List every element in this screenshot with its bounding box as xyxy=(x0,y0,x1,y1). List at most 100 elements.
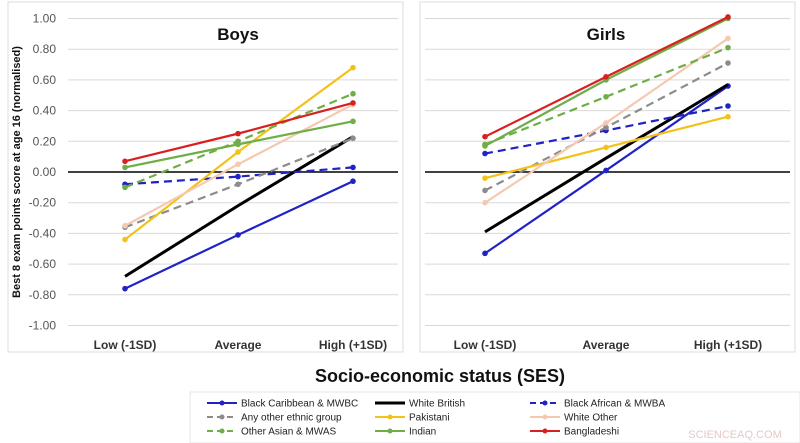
x-tick-label: Average xyxy=(215,338,262,352)
series-black-caribbean-mwbc xyxy=(482,83,731,257)
legend-item: Black Caribbean & MWBC xyxy=(207,399,358,410)
legend-label: Pakistani xyxy=(409,413,450,424)
data-point xyxy=(603,144,609,151)
y-tick-label: 0.80 xyxy=(33,42,57,56)
series-white-british xyxy=(124,135,354,278)
series-any-other-ethnic-group xyxy=(482,60,731,194)
legend-marker xyxy=(219,414,225,420)
data-point xyxy=(350,100,356,106)
x-tick-label: High (+1SD) xyxy=(694,338,762,352)
series-pakistani xyxy=(122,64,356,243)
girls-panel-title: Girls xyxy=(587,25,626,44)
legend-marker xyxy=(219,428,225,434)
y-tick-label: 0.60 xyxy=(33,73,57,87)
data-point xyxy=(350,135,356,142)
data-point xyxy=(350,64,356,71)
data-point xyxy=(122,184,128,191)
legend-marker xyxy=(387,414,393,420)
data-point xyxy=(122,236,128,243)
legend-item: Indian xyxy=(375,427,436,438)
data-point xyxy=(725,113,731,120)
x-axis-label: Socio-economic status (SES) xyxy=(315,366,565,386)
data-point xyxy=(122,158,128,165)
data-point xyxy=(350,90,356,97)
data-point xyxy=(235,141,241,148)
legend-label: Black African & MWBA xyxy=(564,399,665,410)
legend-item: Other Asian & MWAS xyxy=(207,427,337,438)
data-point xyxy=(235,232,241,238)
data-point xyxy=(235,130,241,137)
boys-panel-frame xyxy=(7,1,404,353)
x-tick-label: Average xyxy=(583,338,630,352)
legend-label: White British xyxy=(409,399,465,410)
legend-item: Bangladeshi xyxy=(530,427,619,438)
data-point xyxy=(603,93,609,100)
series-bangladeshi xyxy=(482,14,731,140)
x-tick-label: Low (-1SD) xyxy=(454,338,517,352)
data-point xyxy=(482,187,488,194)
legend-marker xyxy=(387,428,393,434)
legend-label: Other Asian & MWAS xyxy=(241,427,337,438)
series-line xyxy=(484,83,729,234)
y-tick-label: -0.80 xyxy=(29,288,57,302)
series-black-caribbean-mwbc xyxy=(122,178,356,292)
watermark: SCIENCEAQ.COM xyxy=(688,429,782,441)
data-point xyxy=(603,74,609,80)
data-point xyxy=(482,199,488,206)
x-tick-label: Low (-1SD) xyxy=(94,338,157,352)
series-line xyxy=(124,135,354,278)
series-indian xyxy=(122,118,356,171)
x-tick-label: High (+1SD) xyxy=(319,338,387,352)
data-point xyxy=(235,181,241,188)
data-point xyxy=(603,124,609,131)
legend-item: Black African & MWBA xyxy=(530,399,665,410)
data-point xyxy=(725,35,731,42)
data-point xyxy=(725,60,731,66)
data-point xyxy=(482,143,488,149)
legend-marker xyxy=(542,400,548,406)
legend-label: Bangladeshi xyxy=(564,427,619,438)
data-point xyxy=(122,222,128,229)
data-point xyxy=(603,120,609,126)
legend-label: White Other xyxy=(564,413,618,424)
legend-item: Pakistani xyxy=(375,413,450,424)
data-point xyxy=(725,14,731,20)
y-tick-label: -0.20 xyxy=(29,196,57,210)
data-point xyxy=(235,161,241,168)
data-point xyxy=(235,173,241,180)
data-point xyxy=(122,285,128,292)
data-point xyxy=(482,250,488,257)
data-point xyxy=(350,164,356,171)
legend-marker xyxy=(219,400,225,406)
series-white-other xyxy=(482,35,731,206)
series-bangladeshi xyxy=(122,100,356,165)
y-tick-label: 0.00 xyxy=(33,165,57,179)
legend-item: Any other ethnic group xyxy=(207,413,342,424)
y-tick-label: 0.20 xyxy=(33,134,57,148)
data-point xyxy=(350,178,356,185)
data-point xyxy=(482,133,488,140)
y-tick-label: 0.40 xyxy=(33,104,57,118)
legend-label: Indian xyxy=(409,427,436,438)
data-point xyxy=(725,103,731,109)
legend-item: White Other xyxy=(530,413,618,424)
data-point xyxy=(235,149,241,155)
legend-marker xyxy=(542,428,548,434)
legend-frame xyxy=(189,391,800,443)
data-point xyxy=(482,175,488,181)
legend-label: Black Caribbean & MWBC xyxy=(241,399,358,410)
y-tick-label: -1.00 xyxy=(29,319,57,333)
data-point xyxy=(350,118,356,125)
data-point xyxy=(603,167,609,174)
series-pakistani xyxy=(482,113,731,181)
legend-label: Any other ethnic group xyxy=(241,413,342,424)
data-point xyxy=(482,150,488,157)
y-axis-label: Best 8 exam points score at age 16 (norm… xyxy=(11,46,23,298)
legend-marker xyxy=(542,414,548,420)
y-tick-label: 1.00 xyxy=(33,12,57,26)
data-point xyxy=(122,164,128,171)
girls-panel-frame xyxy=(419,1,796,353)
boys-panel-title: Boys xyxy=(217,25,259,44)
data-point xyxy=(725,44,731,51)
